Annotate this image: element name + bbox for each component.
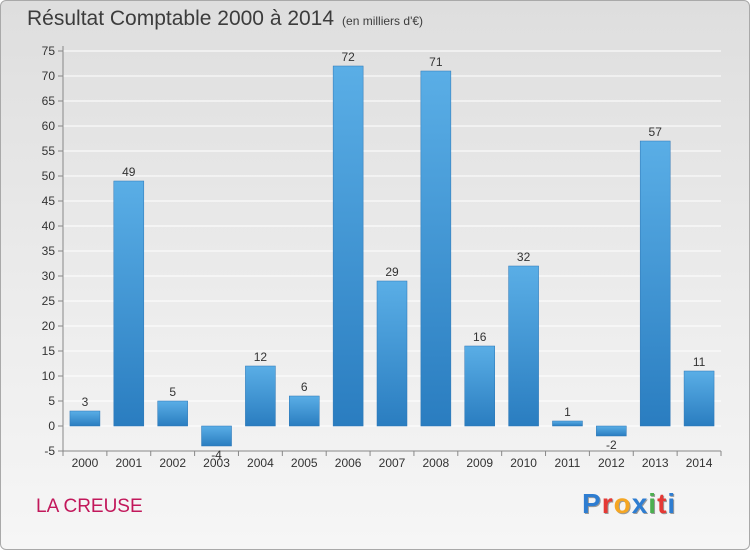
data-label-2004: 12 xyxy=(254,350,268,364)
x-tick-label-2011: 2011 xyxy=(555,456,581,470)
data-label-2009: 16 xyxy=(473,330,487,344)
data-labels: 3 49 5 -4 12 6 72 29 71 16 32 1 -2 57 11 xyxy=(82,50,706,462)
chart-title: Résultat Comptable 2000 à 2014 (en millie… xyxy=(27,7,423,31)
x-tick-label-2007: 2007 xyxy=(379,456,406,470)
x-tick-label-2010: 2010 xyxy=(510,456,537,470)
data-label-2013: 57 xyxy=(649,125,663,139)
location-label: LA CREUSE xyxy=(36,496,143,517)
logo-letter: P xyxy=(582,488,602,519)
bar-2012 xyxy=(596,425,627,437)
bar-2010 xyxy=(508,265,539,427)
proxiti-logo: Proxiti xyxy=(582,488,676,520)
y-tick-label: 65 xyxy=(42,94,56,108)
data-label-2012: -2 xyxy=(606,438,617,452)
x-tick-label-2003: 2003 xyxy=(203,456,230,470)
logo-letter: r xyxy=(601,488,614,519)
bar-2009 xyxy=(464,345,495,427)
y-tick-label: 0 xyxy=(48,419,55,433)
data-label-2014: 11 xyxy=(693,355,706,369)
logo-letter: i xyxy=(648,488,658,519)
x-tick-label-2006: 2006 xyxy=(335,456,362,470)
bar-2001 xyxy=(113,180,145,427)
data-label-2001: 49 xyxy=(122,165,136,179)
logo-letter: x xyxy=(631,488,649,519)
bar-2005 xyxy=(289,395,320,427)
bars xyxy=(69,65,715,447)
bar-2006 xyxy=(332,65,364,427)
y-tick-label: 60 xyxy=(42,119,56,133)
y-tick-label: 5 xyxy=(48,394,55,408)
bar-2011 xyxy=(552,420,583,427)
x-tick-label-2008: 2008 xyxy=(423,456,450,470)
y-tick-label: 25 xyxy=(42,294,56,308)
data-label-2010: 32 xyxy=(517,250,531,264)
x-tick-label-2009: 2009 xyxy=(466,456,493,470)
chart-title-text: Résultat Comptable 2000 à 2014 xyxy=(27,7,335,30)
data-label-2007: 29 xyxy=(385,265,399,279)
logo-letter: o xyxy=(613,488,632,519)
bar-2002 xyxy=(157,400,188,427)
x-tick-label-2005: 2005 xyxy=(291,456,318,470)
y-tick-label: -5 xyxy=(44,444,55,458)
y-tick-label: 35 xyxy=(42,244,56,258)
x-tick-label-2002: 2002 xyxy=(159,456,186,470)
y-tick-label: 55 xyxy=(42,144,56,158)
bar-2003 xyxy=(201,425,232,447)
bar-2007 xyxy=(376,280,408,427)
y-tick-label: 30 xyxy=(42,269,56,283)
bar-2014 xyxy=(683,370,715,427)
y-tick-label: 70 xyxy=(42,69,56,83)
data-label-2005: 6 xyxy=(301,380,308,394)
data-label-2002: 5 xyxy=(169,385,176,399)
y-tick-label: 75 xyxy=(42,44,56,58)
y-tick-label: 50 xyxy=(42,169,56,183)
chart-subtitle: (en milliers d'€) xyxy=(342,14,424,28)
bar-2013 xyxy=(639,140,671,427)
bar-2000 xyxy=(69,410,101,427)
y-tick-label: 20 xyxy=(42,319,56,333)
data-label-2008: 71 xyxy=(429,55,443,69)
y-tick-label: 15 xyxy=(42,344,56,358)
x-tick-label-2012: 2012 xyxy=(598,456,625,470)
x-tick-label-2014: 2014 xyxy=(686,456,713,470)
y-tick-label: 40 xyxy=(42,219,56,233)
data-label-2000: 3 xyxy=(82,395,89,409)
y-tick-label: 10 xyxy=(42,369,56,383)
logo-letter: t xyxy=(657,488,668,519)
x-tick-label-2013: 2013 xyxy=(642,456,669,470)
y-tick-label: 45 xyxy=(42,194,56,208)
bar-2008 xyxy=(420,70,452,427)
logo-letter: i xyxy=(667,488,677,519)
data-label-2011: 1 xyxy=(564,405,571,419)
data-label-2006: 72 xyxy=(341,50,355,64)
x-tick-label-2001: 2001 xyxy=(115,456,142,470)
x-tick-label-2000: 2000 xyxy=(72,456,99,470)
bar-2004 xyxy=(245,365,276,427)
x-tick-label-2004: 2004 xyxy=(247,456,274,470)
data-label-2003: -4 xyxy=(211,448,222,462)
